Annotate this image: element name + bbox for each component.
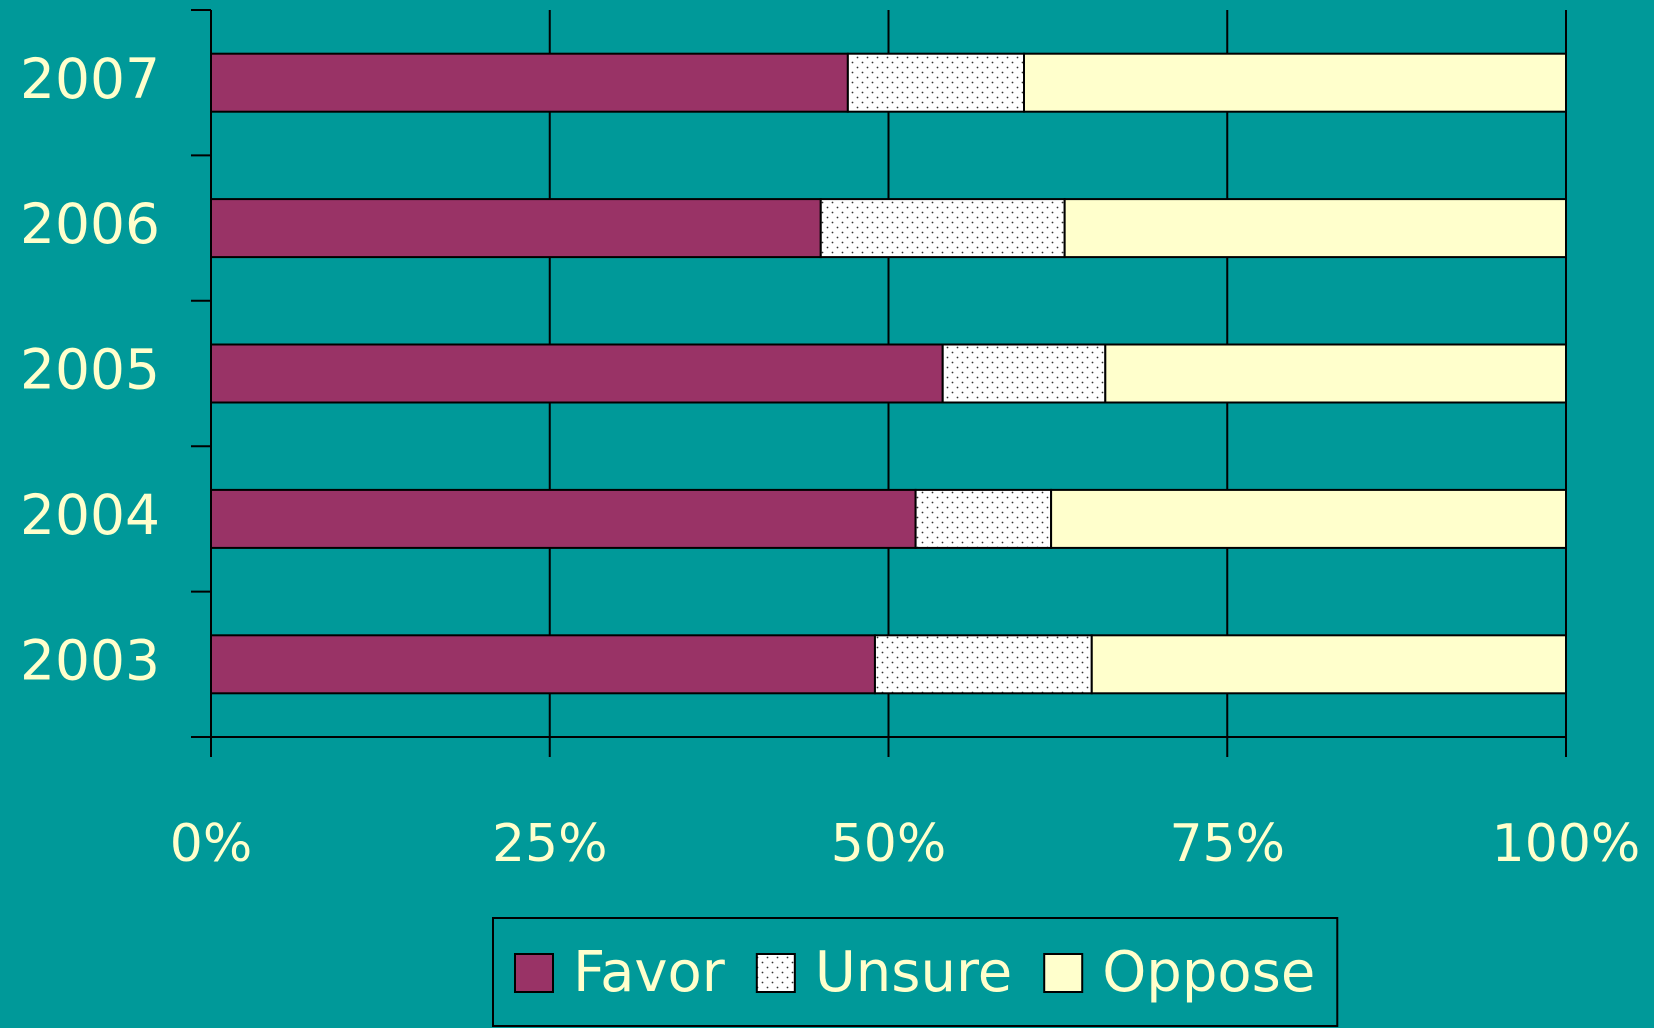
legend-box bbox=[492, 917, 1339, 1027]
bar-segment bbox=[210, 343, 944, 404]
x-tick-label: 100% bbox=[1492, 814, 1641, 874]
bar-segment bbox=[819, 198, 1066, 259]
legend-swatch bbox=[514, 953, 554, 993]
bar-segment bbox=[873, 634, 1093, 695]
bar-segment bbox=[1023, 52, 1567, 113]
x-tick-label: 50% bbox=[831, 814, 947, 874]
y-tick-label: 2005 bbox=[20, 338, 160, 402]
x-tick-label: 75% bbox=[1169, 814, 1285, 874]
x-tick-label: 0% bbox=[170, 814, 253, 874]
y-tick-label: 2004 bbox=[20, 483, 160, 547]
bar-segment bbox=[1090, 634, 1567, 695]
bar-segment bbox=[210, 52, 849, 113]
bar-segment bbox=[846, 52, 1025, 113]
legend-label: Oppose bbox=[1102, 940, 1315, 1005]
y-tick-label: 2003 bbox=[20, 628, 160, 692]
y-tick-label: 2006 bbox=[20, 192, 160, 256]
bar-segment bbox=[941, 343, 1107, 404]
legend-swatch bbox=[1043, 953, 1084, 993]
bar-segment bbox=[914, 488, 1053, 549]
bar-segment bbox=[1104, 343, 1568, 404]
legend-label: Unsure bbox=[815, 940, 1012, 1005]
bar-segment bbox=[210, 198, 822, 259]
bar-segment bbox=[1050, 488, 1567, 549]
bar-segment bbox=[1063, 198, 1568, 259]
bar-segment bbox=[210, 634, 876, 695]
legend-swatch bbox=[755, 953, 796, 993]
x-tick-label: 25% bbox=[492, 814, 608, 874]
bar-segment bbox=[210, 488, 917, 549]
y-tick-label: 2007 bbox=[20, 47, 160, 111]
legend-label: Favor bbox=[573, 940, 726, 1005]
